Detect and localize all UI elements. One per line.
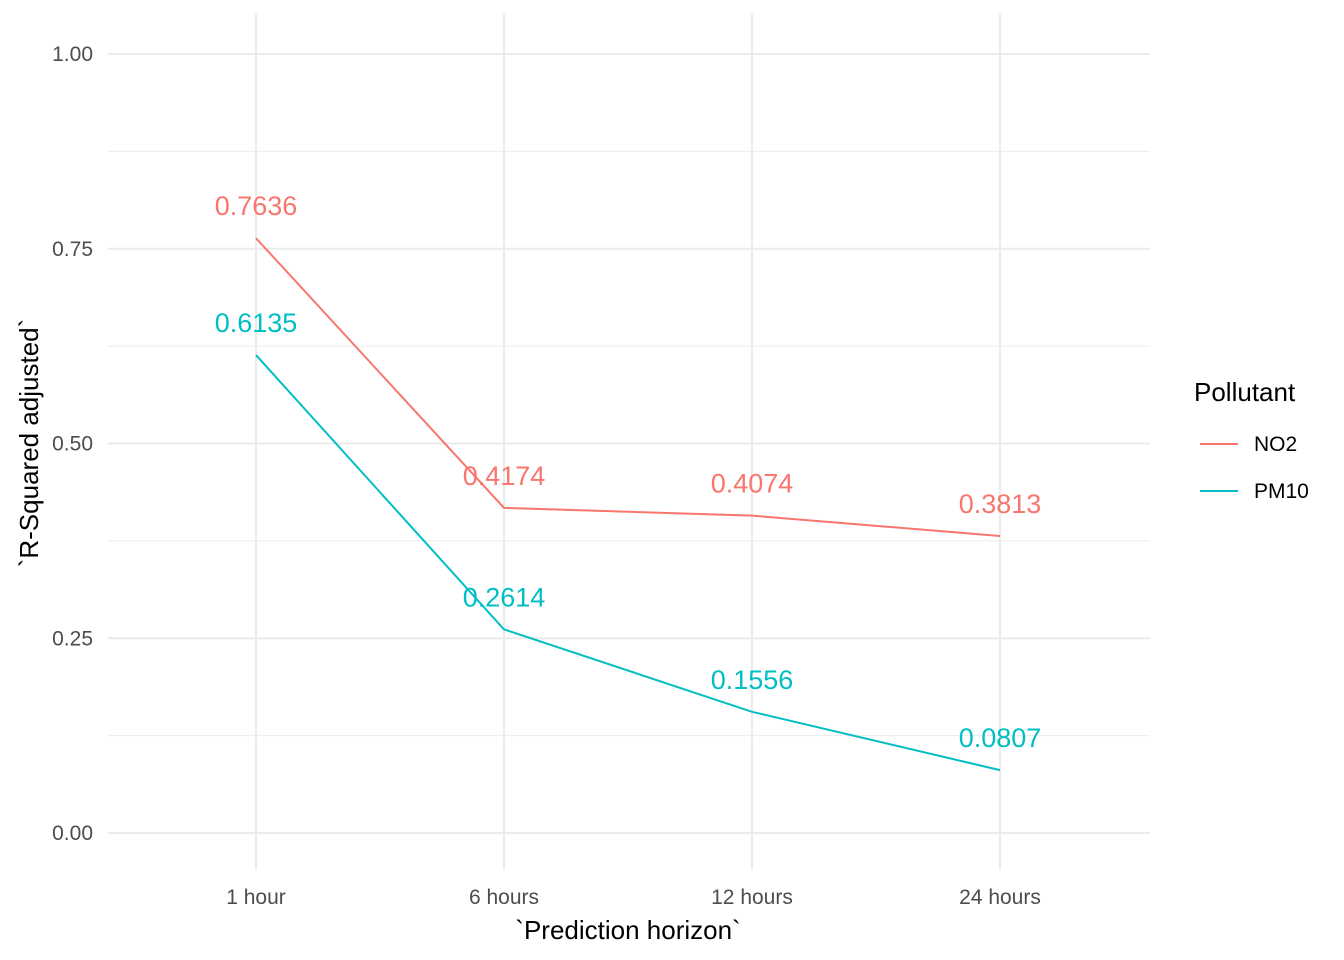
legend-label-pm10: PM10 <box>1254 480 1309 503</box>
major-gridlines <box>108 14 1150 870</box>
data-label-no2: 0.7636 <box>215 191 298 221</box>
legend-items: NO2 PM10 <box>1200 433 1309 503</box>
x-tick-label: 1 hour <box>226 886 286 909</box>
y-tick-label: 1.00 <box>52 43 93 66</box>
series-lines <box>255 237 1001 772</box>
data-label-pm10: 0.0807 <box>959 723 1042 753</box>
data-label-pm10: 0.6135 <box>215 308 298 338</box>
data-label-pm10: 0.2614 <box>463 582 546 612</box>
y-tick-label: 0.50 <box>52 433 93 456</box>
data-label-no2: 0.4074 <box>711 469 794 499</box>
legend: Pollutant NO2 PM10 <box>1194 377 1309 503</box>
minor-gridlines <box>108 150 1150 737</box>
legend-label-no2: NO2 <box>1254 433 1297 456</box>
data-label-no2: 0.4174 <box>463 461 546 491</box>
y-axis-title: `R-Squared adjusted` <box>14 319 44 568</box>
y-tick-label: 0.00 <box>52 822 93 845</box>
data-label-no2: 0.3813 <box>959 489 1042 519</box>
legend-title: Pollutant <box>1194 377 1296 407</box>
y-axis-ticks: 0.00 0.25 0.50 0.75 1.00 <box>52 43 93 845</box>
series-line-no2 <box>255 237 1001 537</box>
y-tick-label: 0.25 <box>52 627 93 650</box>
series-line-pm10 <box>255 354 1001 772</box>
data-labels: 0.7636 0.4174 0.4074 0.3813 0.6135 0.2614 0.15… <box>215 191 1042 753</box>
x-tick-label: 12 hours <box>711 886 793 909</box>
x-tick-label: 24 hours <box>959 886 1041 909</box>
x-tick-label: 6 hours <box>469 886 539 909</box>
x-axis-ticks: 1 hour 6 hours 12 hours 24 hours <box>226 886 1041 909</box>
x-axis-title: `Prediction horizon` <box>515 915 740 945</box>
data-label-pm10: 0.1556 <box>711 665 794 695</box>
y-tick-label: 0.75 <box>52 238 93 261</box>
